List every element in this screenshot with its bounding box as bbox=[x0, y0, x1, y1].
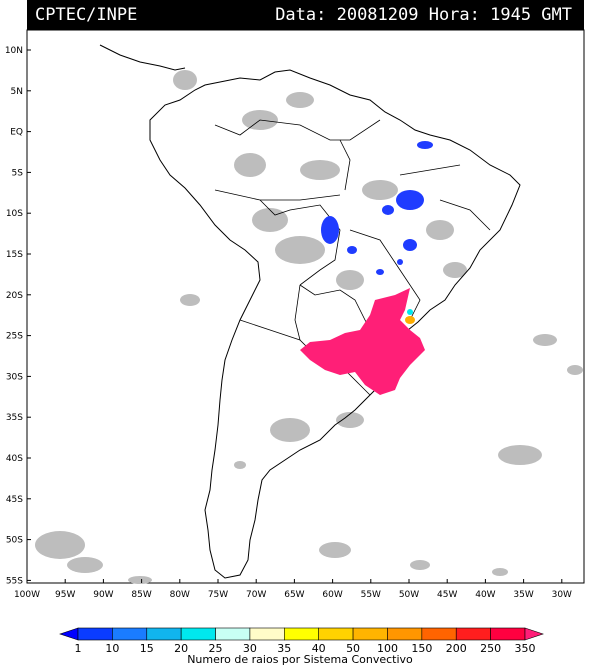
lon-tick-label: 70W bbox=[246, 590, 266, 600]
lat-tick-label: 10S bbox=[6, 209, 23, 219]
datetime-label: Data: 20081209 Hora: 1945 GMT bbox=[275, 5, 572, 25]
lon-tick-label: 35W bbox=[513, 590, 533, 600]
lon-tick-label: 50W bbox=[399, 590, 419, 600]
colorbar-segment bbox=[112, 627, 148, 641]
lat-tick-label: 20S bbox=[6, 291, 23, 301]
colorbar-level-label: 50 bbox=[346, 642, 360, 655]
colorbar-high-arrow bbox=[524, 627, 544, 641]
colorbar-segment bbox=[215, 627, 251, 641]
lon-tick-label: 60W bbox=[322, 590, 342, 600]
lat-tick-label: 10N bbox=[5, 46, 23, 56]
colorbar-level-label: 35 bbox=[277, 642, 291, 655]
colorbar-low-arrow bbox=[59, 627, 79, 641]
lon-tick-label: 80W bbox=[170, 590, 190, 600]
cloud-cover bbox=[35, 70, 583, 584]
lightning-low-systems bbox=[321, 141, 433, 275]
lon-tick-label: 40W bbox=[475, 590, 495, 600]
colorbar: 1 10 15 20 25 30 35 40 50 100 150 200 250 350 bbox=[59, 627, 544, 655]
lat-tick-label: 50S bbox=[6, 536, 23, 546]
colorbar-segment bbox=[146, 627, 182, 641]
lon-tick-label: 90W bbox=[93, 590, 113, 600]
lon-tick-label: 75W bbox=[208, 590, 228, 600]
colorbar-level-label: 30 bbox=[243, 642, 257, 655]
lat-tick-label: 15S bbox=[6, 250, 23, 260]
lat-tick-label: 35S bbox=[6, 413, 23, 423]
colorbar-segment bbox=[180, 627, 216, 641]
lon-tick-label: 45W bbox=[437, 590, 457, 600]
agency-label: CPTEC/INPE bbox=[35, 5, 138, 25]
colorbar-segment bbox=[421, 627, 457, 641]
lat-tick-label: 55S bbox=[6, 576, 23, 586]
colorbar-level-label: 20 bbox=[174, 642, 188, 655]
colorbar-segment bbox=[387, 627, 423, 641]
colorbar-segment bbox=[284, 627, 319, 641]
colorbar-level-label: 40 bbox=[312, 642, 326, 655]
lat-tick-label: 30S bbox=[6, 372, 23, 382]
lat-tick-label: EQ bbox=[10, 128, 23, 138]
lon-tick-label: 55W bbox=[361, 590, 381, 600]
colorbar-level-label: 250 bbox=[480, 642, 501, 655]
lon-tick-label: 85W bbox=[131, 590, 151, 600]
colorbar-segment bbox=[77, 627, 113, 641]
title-bar: CPTEC/INPE Data: 20081209 Hora: 1945 GMT bbox=[27, 0, 584, 30]
colorbar-level-label: 15 bbox=[140, 642, 154, 655]
lon-tick-label: 95W bbox=[55, 590, 75, 600]
colorbar-level-label: 200 bbox=[446, 642, 467, 655]
colorbar-segment bbox=[352, 627, 388, 641]
colorbar-segment bbox=[249, 627, 285, 641]
colorbar-caption: Numero de raios por Sistema Convectivo bbox=[187, 653, 413, 666]
lightning-high-systems bbox=[300, 288, 425, 395]
colorbar-level-label: 10 bbox=[105, 642, 119, 655]
colorbar-level-label: 25 bbox=[209, 642, 223, 655]
colorbar-level-label: 1 bbox=[75, 642, 82, 655]
colorbar-segment bbox=[318, 627, 354, 641]
lon-tick-label: 100W bbox=[14, 590, 40, 600]
central-america-coastline bbox=[99, 44, 186, 71]
lat-tick-label: 45S bbox=[6, 495, 23, 505]
colorbar-segment bbox=[490, 627, 526, 641]
latitude-labels: 10N 5N EQ 5S 10S 15S 20S 25S 30S 35S 40S 45S 50S 55S bbox=[5, 46, 31, 586]
south-america-coastline bbox=[149, 69, 521, 579]
colorbar-level-label: 100 bbox=[377, 642, 398, 655]
colorbar-segment bbox=[455, 627, 491, 641]
colorbar-level-label: 350 bbox=[515, 642, 536, 655]
longitude-labels: 100W 95W 90W 85W 80W 75W 70W 65W 60W 55W 50W 45W 40W… bbox=[14, 579, 572, 600]
lon-tick-label: 30W bbox=[552, 590, 572, 600]
lat-tick-label: 40S bbox=[6, 454, 23, 464]
lat-tick-label: 25S bbox=[6, 332, 23, 342]
lat-tick-label: 5S bbox=[12, 168, 24, 178]
lon-tick-label: 65W bbox=[284, 590, 304, 600]
lat-tick-label: 5N bbox=[11, 87, 23, 97]
map-frame bbox=[26, 29, 585, 584]
colorbar-level-label: 150 bbox=[411, 642, 432, 655]
